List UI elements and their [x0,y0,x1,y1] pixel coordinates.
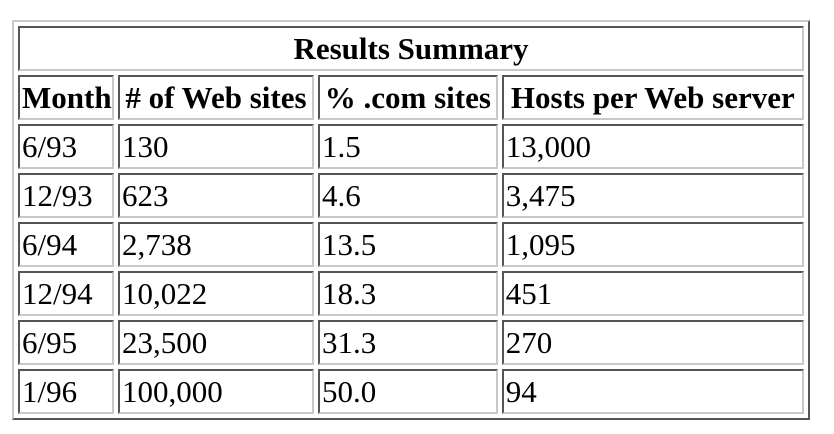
cell-web-sites: 2,738 [117,222,314,267]
table-row: 1/96 100,000 50.0 94 [18,369,804,414]
cell-hosts-per-server: 13,000 [501,124,804,169]
table-row: 6/95 23,500 31.3 270 [18,320,804,365]
cell-web-sites: 100,000 [117,369,314,414]
cell-month: 1/96 [18,369,114,414]
column-header-hosts-per-server: Hosts per Web server [501,75,804,120]
cell-com-sites: 18.3 [318,271,498,316]
cell-com-sites: 13.5 [318,222,498,267]
cell-month: 6/93 [18,124,114,169]
cell-web-sites: 23,500 [117,320,314,365]
cell-com-sites: 50.0 [318,369,498,414]
cell-web-sites: 623 [117,173,314,218]
column-header-web-sites: # of Web sites [117,75,314,120]
cell-com-sites: 31.3 [318,320,498,365]
cell-month: 6/95 [18,320,114,365]
table-header-row: Month # of Web sites % .com sites Hosts … [18,75,804,120]
cell-month: 6/94 [18,222,114,267]
cell-web-sites: 10,022 [117,271,314,316]
column-header-month: Month [18,75,114,120]
table-row: 12/93 623 4.6 3,475 [18,173,804,218]
cell-hosts-per-server: 3,475 [501,173,804,218]
cell-com-sites: 4.6 [318,173,498,218]
table-title: Results Summary [18,26,804,71]
results-summary-table: Results Summary Month # of Web sites % .… [12,20,810,420]
table-row: 6/93 130 1.5 13,000 [18,124,804,169]
table-row: 12/94 10,022 18.3 451 [18,271,804,316]
table-title-row: Results Summary [18,26,804,71]
cell-web-sites: 130 [117,124,314,169]
table-row: 6/94 2,738 13.5 1,095 [18,222,804,267]
cell-month: 12/93 [18,173,114,218]
column-header-com-sites: % .com sites [318,75,498,120]
cell-com-sites: 1.5 [318,124,498,169]
cell-hosts-per-server: 451 [501,271,804,316]
cell-hosts-per-server: 94 [501,369,804,414]
cell-hosts-per-server: 270 [501,320,804,365]
cell-month: 12/94 [18,271,114,316]
cell-hosts-per-server: 1,095 [501,222,804,267]
results-summary-container: Results Summary Month # of Web sites % .… [12,20,810,420]
